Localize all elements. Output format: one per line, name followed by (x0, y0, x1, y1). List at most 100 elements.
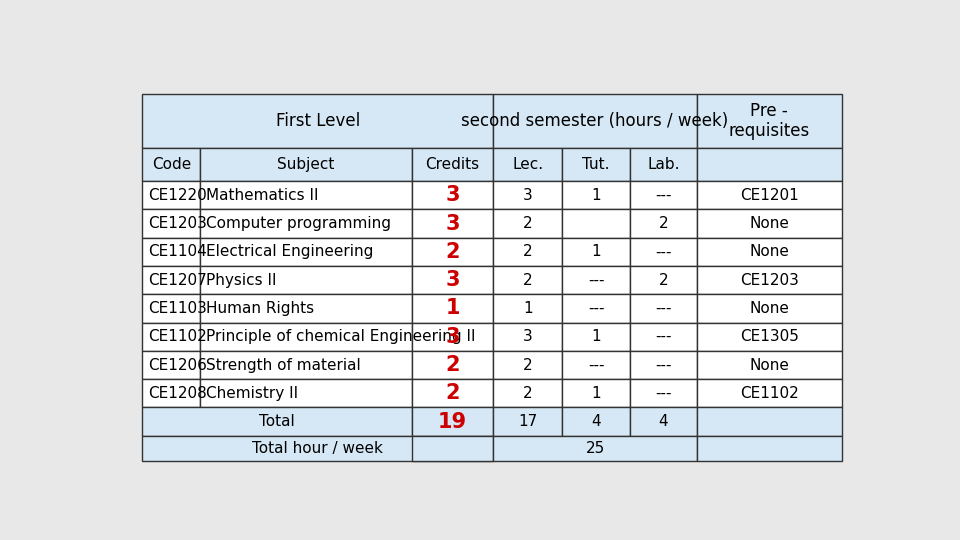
Bar (142, 407, 412, 436)
Text: First Level: First Level (276, 112, 360, 130)
Bar (142, 294, 201, 322)
Text: ---: --- (588, 357, 605, 373)
Bar (631, 294, 697, 322)
Text: None: None (749, 357, 789, 373)
Bar (562, 379, 631, 407)
Text: CE1203: CE1203 (148, 216, 207, 231)
Bar (412, 322, 493, 351)
Bar (697, 322, 842, 351)
Text: 2: 2 (523, 216, 533, 231)
Text: 1: 1 (591, 188, 601, 203)
Text: CE1208: CE1208 (148, 386, 207, 401)
Bar (412, 379, 493, 407)
Bar (493, 407, 562, 436)
Bar (201, 238, 412, 266)
Bar (493, 210, 562, 238)
Text: Total hour / week: Total hour / week (252, 441, 383, 456)
Bar (201, 148, 412, 181)
Bar (697, 266, 842, 294)
Text: ---: --- (656, 329, 672, 344)
Bar (562, 294, 631, 322)
Text: 25: 25 (586, 441, 605, 456)
Text: 2: 2 (523, 386, 533, 401)
Text: Strength of material: Strength of material (206, 357, 361, 373)
Bar (631, 238, 697, 266)
Bar (697, 148, 842, 181)
Text: 1: 1 (591, 386, 601, 401)
Text: second semester (hours / week): second semester (hours / week) (462, 112, 729, 130)
Bar (697, 238, 842, 266)
Text: 19: 19 (438, 411, 468, 431)
Text: CE1102: CE1102 (740, 386, 799, 401)
Text: CE1201: CE1201 (740, 188, 799, 203)
Bar (412, 436, 493, 461)
Text: 1: 1 (445, 299, 460, 319)
Text: 4: 4 (659, 414, 668, 429)
Bar (142, 94, 493, 148)
Text: Electrical Engineering: Electrical Engineering (206, 245, 373, 259)
Text: 2: 2 (445, 242, 460, 262)
Bar (412, 238, 493, 266)
Text: 1: 1 (591, 329, 601, 344)
Bar (201, 379, 412, 407)
Text: 2: 2 (445, 383, 460, 403)
Bar (697, 294, 842, 322)
Bar (562, 181, 631, 210)
Text: None: None (749, 216, 789, 231)
Text: ---: --- (656, 245, 672, 259)
Text: None: None (749, 245, 789, 259)
Bar (631, 266, 697, 294)
Bar (493, 238, 562, 266)
Text: 2: 2 (523, 357, 533, 373)
Bar (493, 294, 562, 322)
Bar (493, 94, 697, 148)
Bar (631, 379, 697, 407)
Text: Lec.: Lec. (512, 157, 543, 172)
Text: CE1220: CE1220 (148, 188, 207, 203)
Bar (697, 436, 842, 461)
Text: Total: Total (259, 414, 295, 429)
Text: 3: 3 (523, 329, 533, 344)
Text: Physics II: Physics II (206, 273, 276, 288)
Bar (201, 266, 412, 294)
Text: 3: 3 (523, 188, 533, 203)
Bar (697, 379, 842, 407)
Bar (631, 407, 697, 436)
Text: ---: --- (656, 188, 672, 203)
Text: CE1104: CE1104 (148, 245, 207, 259)
Bar (412, 407, 493, 436)
Bar (201, 351, 412, 379)
Bar (412, 181, 493, 210)
Bar (412, 351, 493, 379)
Bar (142, 181, 201, 210)
Bar (631, 210, 697, 238)
Bar (412, 148, 493, 181)
Text: 1: 1 (591, 245, 601, 259)
Text: 1: 1 (523, 301, 533, 316)
Bar (493, 266, 562, 294)
Text: Mathematics II: Mathematics II (206, 188, 319, 203)
Bar (142, 148, 201, 181)
Text: Computer programming: Computer programming (206, 216, 392, 231)
Text: None: None (749, 301, 789, 316)
Text: CE1206: CE1206 (148, 357, 207, 373)
Bar (697, 407, 842, 436)
Text: 2: 2 (523, 245, 533, 259)
Bar (493, 436, 697, 461)
Bar (142, 351, 201, 379)
Bar (142, 266, 201, 294)
Text: Tut.: Tut. (583, 157, 610, 172)
Bar (493, 181, 562, 210)
Text: ---: --- (588, 273, 605, 288)
Bar (493, 379, 562, 407)
Text: CE1102: CE1102 (148, 329, 207, 344)
Bar (562, 322, 631, 351)
Bar (562, 266, 631, 294)
Bar (562, 407, 631, 436)
Bar (412, 266, 493, 294)
Text: ---: --- (656, 301, 672, 316)
Text: Human Rights: Human Rights (206, 301, 315, 316)
Text: CE1203: CE1203 (740, 273, 799, 288)
Text: 4: 4 (591, 414, 601, 429)
Bar (562, 238, 631, 266)
